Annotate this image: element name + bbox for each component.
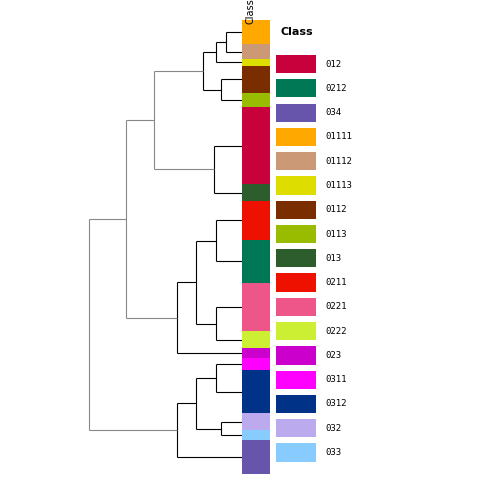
Text: 0312: 0312: [325, 400, 347, 408]
Bar: [276, 79, 316, 97]
Bar: [276, 249, 316, 268]
Bar: [276, 370, 316, 389]
Text: 0311: 0311: [325, 375, 347, 384]
Bar: [276, 128, 316, 146]
Text: 0212: 0212: [325, 84, 347, 93]
Text: 0211: 0211: [325, 278, 347, 287]
Text: 01112: 01112: [325, 157, 352, 166]
Text: Class: Class: [281, 27, 313, 37]
Bar: [276, 152, 316, 170]
Text: 01113: 01113: [325, 181, 352, 190]
Bar: [276, 395, 316, 413]
Bar: [276, 346, 316, 364]
Bar: [276, 419, 316, 437]
Text: 0112: 0112: [325, 205, 347, 214]
Bar: [242, 283, 270, 332]
Text: 032: 032: [325, 424, 341, 433]
Bar: [242, 107, 270, 184]
Bar: [242, 430, 270, 440]
Bar: [242, 240, 270, 283]
Bar: [242, 332, 270, 348]
Bar: [242, 20, 270, 44]
Text: 013: 013: [325, 254, 341, 263]
Bar: [242, 370, 270, 413]
Bar: [242, 358, 270, 370]
Bar: [242, 348, 270, 358]
Bar: [242, 59, 270, 66]
Bar: [242, 93, 270, 107]
Text: 033: 033: [325, 448, 341, 457]
Bar: [276, 298, 316, 316]
Text: 0222: 0222: [325, 327, 347, 336]
Bar: [242, 440, 270, 474]
Bar: [242, 201, 270, 240]
Bar: [276, 225, 316, 243]
Bar: [276, 176, 316, 195]
Text: 01111: 01111: [325, 133, 352, 142]
Bar: [276, 274, 316, 292]
Text: 023: 023: [325, 351, 341, 360]
Bar: [242, 66, 270, 93]
Text: 034: 034: [325, 108, 341, 117]
Bar: [276, 322, 316, 340]
Bar: [276, 55, 316, 73]
Bar: [242, 413, 270, 430]
Text: 012: 012: [325, 59, 341, 69]
Bar: [276, 103, 316, 122]
Text: Class: Class: [246, 0, 256, 24]
Text: 0221: 0221: [325, 302, 347, 311]
Bar: [276, 201, 316, 219]
Bar: [242, 184, 270, 201]
Bar: [276, 444, 316, 462]
Text: 0113: 0113: [325, 229, 347, 238]
Bar: [242, 44, 270, 59]
